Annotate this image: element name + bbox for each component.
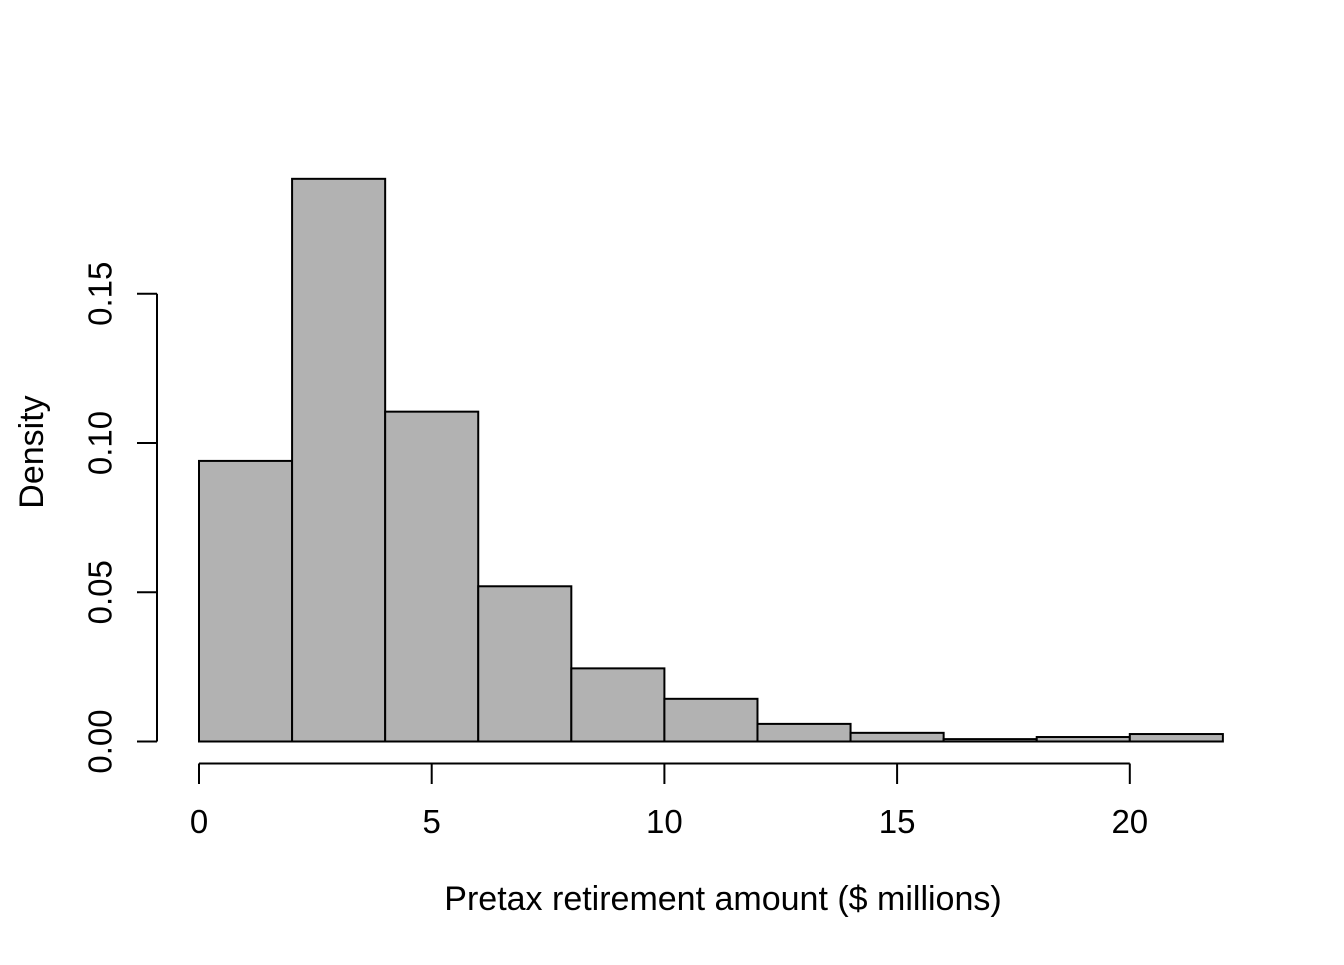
histogram-bar xyxy=(849,731,945,743)
y-tick-label: 0.05 xyxy=(82,560,119,624)
histogram-bar xyxy=(198,459,294,743)
histogram-bar xyxy=(1128,733,1224,743)
y-axis-title: Density xyxy=(13,395,51,508)
histogram-bar xyxy=(663,697,759,743)
x-tick-label: 0 xyxy=(190,803,208,840)
histogram-bar xyxy=(1035,736,1131,743)
x-axis-title: Pretax retirement amount ($ millions) xyxy=(444,880,1001,918)
histogram-bar xyxy=(477,585,573,743)
histogram-bar xyxy=(756,722,852,743)
y-axis: 0.00 0.05 0.10 0.15 xyxy=(82,262,158,774)
y-tick-label: 0.00 xyxy=(82,709,119,773)
bars-layer xyxy=(198,177,1224,743)
x-tick-label: 15 xyxy=(879,803,916,840)
x-tick-label: 20 xyxy=(1111,803,1148,840)
histogram-bar xyxy=(291,177,387,743)
histogram-bar xyxy=(384,410,480,743)
histogram-bar xyxy=(942,738,1038,743)
y-tick-label: 0.15 xyxy=(82,262,119,326)
y-tick-label: 0.10 xyxy=(82,411,119,475)
x-axis: 0 5 10 15 20 xyxy=(190,762,1148,840)
x-tick-label: 10 xyxy=(646,803,683,840)
x-tick-label: 5 xyxy=(423,803,441,840)
histogram-bar xyxy=(570,667,666,743)
